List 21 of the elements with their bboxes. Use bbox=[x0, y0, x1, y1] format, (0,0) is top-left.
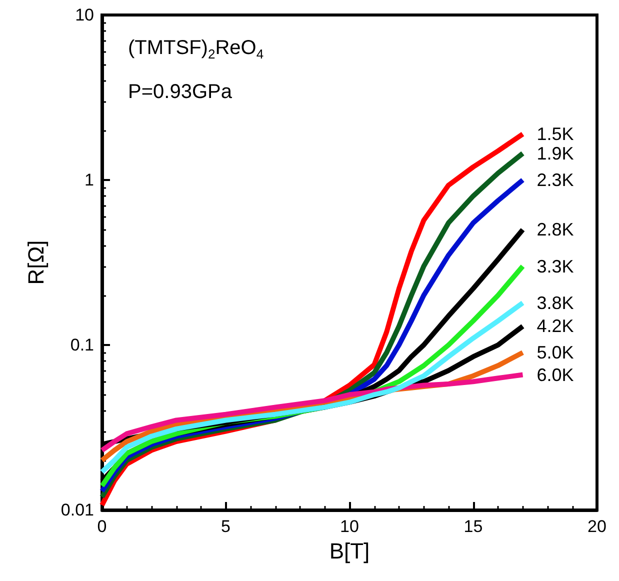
x-tick-label: 20 bbox=[588, 517, 606, 536]
y-tick-label: 0.1 bbox=[70, 336, 94, 354]
x-tick-label: 0 bbox=[97, 517, 107, 536]
series-label: 4.2K bbox=[536, 316, 574, 336]
series-label: 2.8K bbox=[536, 220, 574, 240]
annotation: P=0.93GPa bbox=[128, 81, 233, 103]
series-label: 5.0K bbox=[536, 342, 574, 363]
y-tick-label: 1 bbox=[84, 170, 94, 190]
series-label: 3.3K bbox=[536, 256, 574, 276]
series-label: 3.8K bbox=[536, 292, 574, 313]
series-label: 6.0K bbox=[536, 364, 574, 385]
x-tick-label: 5 bbox=[221, 517, 230, 536]
x-tick-label: 15 bbox=[464, 517, 483, 536]
y-tick-label: 0.01 bbox=[60, 500, 94, 520]
series-label: 1.5K bbox=[536, 124, 574, 144]
x-axis-title: B[T] bbox=[329, 538, 370, 564]
series-label: 1.9K bbox=[536, 143, 574, 164]
y-axis-title: R[Ω] bbox=[24, 240, 48, 285]
y-tick-label: 10 bbox=[75, 6, 94, 24]
series-label: 2.3K bbox=[536, 170, 574, 190]
x-tick-label: 10 bbox=[340, 517, 359, 536]
